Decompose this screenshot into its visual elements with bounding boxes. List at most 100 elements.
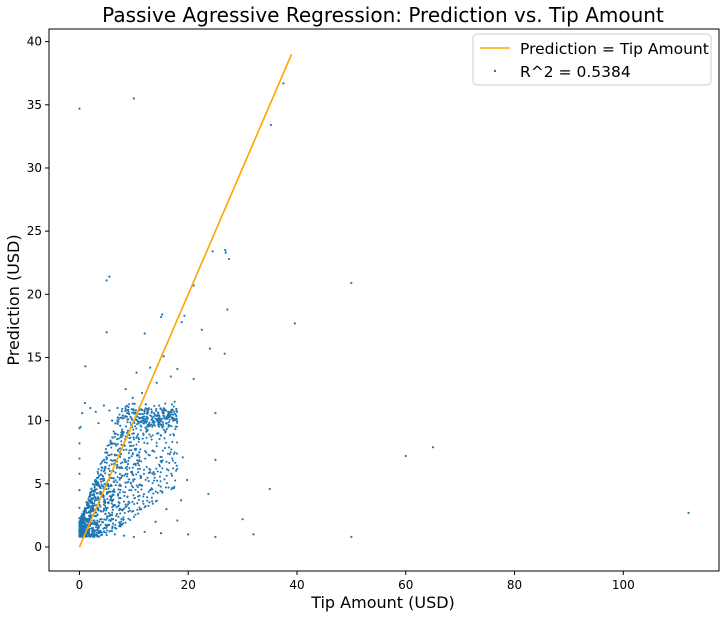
scatter-point bbox=[169, 433, 172, 436]
scatter-point bbox=[136, 468, 140, 471]
scatter-point bbox=[114, 484, 117, 487]
reference-line bbox=[78, 53, 293, 548]
scatter-point bbox=[175, 452, 178, 455]
scatter-point bbox=[159, 480, 162, 483]
scatter-point bbox=[145, 436, 148, 439]
scatter-point bbox=[105, 525, 109, 528]
scatter-point bbox=[163, 408, 166, 412]
scatter-point bbox=[127, 410, 130, 413]
scatter-point bbox=[121, 428, 124, 431]
scatter-point bbox=[109, 529, 113, 532]
scatter-point bbox=[117, 515, 120, 518]
scatter-point bbox=[111, 513, 114, 516]
scatter-point bbox=[145, 421, 148, 424]
scatter-point bbox=[78, 530, 81, 533]
scatter-point bbox=[168, 415, 171, 418]
scatter-point bbox=[114, 442, 117, 445]
scatter-point bbox=[168, 418, 171, 421]
reference-line-layer bbox=[78, 53, 293, 548]
scatter-point bbox=[113, 481, 116, 484]
scatter-point bbox=[98, 484, 101, 487]
scatter-point bbox=[102, 485, 105, 488]
scatter-point bbox=[127, 459, 130, 462]
scatter-point bbox=[96, 477, 99, 480]
scatter-point bbox=[164, 402, 167, 405]
scatter-point bbox=[130, 482, 133, 485]
scatter-point bbox=[120, 410, 123, 413]
y-tick-label: 35 bbox=[27, 98, 42, 112]
scatter-point bbox=[137, 437, 140, 440]
scatter-point bbox=[153, 404, 156, 408]
scatter-point bbox=[103, 518, 106, 521]
scatter-point bbox=[142, 495, 145, 498]
scatter-point bbox=[127, 406, 130, 409]
y-tick-label: 25 bbox=[27, 224, 42, 238]
scatter-point bbox=[111, 459, 114, 462]
scatter-point bbox=[87, 520, 90, 523]
scatter-point bbox=[95, 479, 98, 482]
scatter-point bbox=[110, 495, 113, 498]
scatter-point bbox=[135, 371, 138, 374]
scatter-point bbox=[93, 494, 96, 497]
scatter-point bbox=[122, 490, 125, 493]
scatter-point bbox=[172, 452, 175, 456]
scatter-point bbox=[96, 507, 100, 510]
scatter-point bbox=[100, 478, 103, 481]
scatter-point bbox=[152, 415, 155, 418]
y-tick-label: 15 bbox=[27, 350, 42, 364]
scatter-point bbox=[165, 460, 168, 463]
scatter-point bbox=[137, 512, 140, 515]
scatter-point bbox=[108, 454, 111, 457]
scatter-point bbox=[145, 412, 149, 415]
y-tick-label: 20 bbox=[27, 287, 42, 301]
scatter-point bbox=[78, 516, 81, 520]
scatter-point bbox=[78, 457, 81, 460]
scatter-point bbox=[144, 450, 147, 453]
scatter-point bbox=[85, 524, 88, 527]
scatter-point bbox=[132, 97, 135, 100]
scatter-point bbox=[165, 474, 168, 477]
scatter-point bbox=[128, 413, 131, 416]
scatter-point bbox=[78, 489, 81, 492]
scatter-point bbox=[138, 416, 141, 419]
scatter-point bbox=[155, 441, 158, 444]
scatter-point bbox=[134, 409, 137, 412]
scatter-point bbox=[167, 420, 171, 424]
scatter-point bbox=[145, 415, 148, 418]
scatter-point bbox=[126, 503, 130, 506]
scatter-point bbox=[161, 467, 164, 470]
scatter-point bbox=[152, 423, 155, 426]
scatter-point bbox=[143, 412, 146, 415]
scatter-point bbox=[98, 485, 101, 488]
scatter-point bbox=[131, 500, 134, 503]
scatter-point bbox=[120, 476, 123, 479]
scatter-point bbox=[174, 461, 177, 464]
scatter-point bbox=[162, 414, 165, 417]
scatter-point bbox=[78, 427, 81, 430]
scatter-point bbox=[125, 448, 128, 451]
scatter-point bbox=[116, 443, 119, 446]
scatter-point bbox=[103, 467, 106, 470]
scatter-point bbox=[135, 419, 138, 422]
scatter-point bbox=[132, 428, 135, 431]
scatter-point bbox=[113, 533, 116, 536]
scatter-point bbox=[156, 418, 159, 421]
scatter-point bbox=[114, 479, 117, 482]
scatter-point bbox=[93, 515, 97, 518]
scatter-point bbox=[137, 420, 141, 423]
scatter-point bbox=[138, 494, 141, 497]
scatter-point bbox=[111, 522, 115, 525]
scatter-point bbox=[109, 442, 112, 445]
scatter-point bbox=[118, 472, 121, 476]
scatter-point bbox=[128, 449, 131, 452]
x-axis: 0 20 40 60 80 100 bbox=[76, 571, 635, 592]
scatter-point bbox=[89, 406, 92, 410]
scatter-point bbox=[154, 417, 157, 420]
scatter-point bbox=[143, 441, 146, 444]
scatter-point bbox=[137, 440, 140, 443]
scatter-point bbox=[131, 466, 134, 469]
plot-area bbox=[48, 28, 720, 572]
scatter-point bbox=[146, 442, 149, 445]
scatter-point bbox=[107, 487, 110, 490]
scatter-point bbox=[158, 422, 161, 425]
